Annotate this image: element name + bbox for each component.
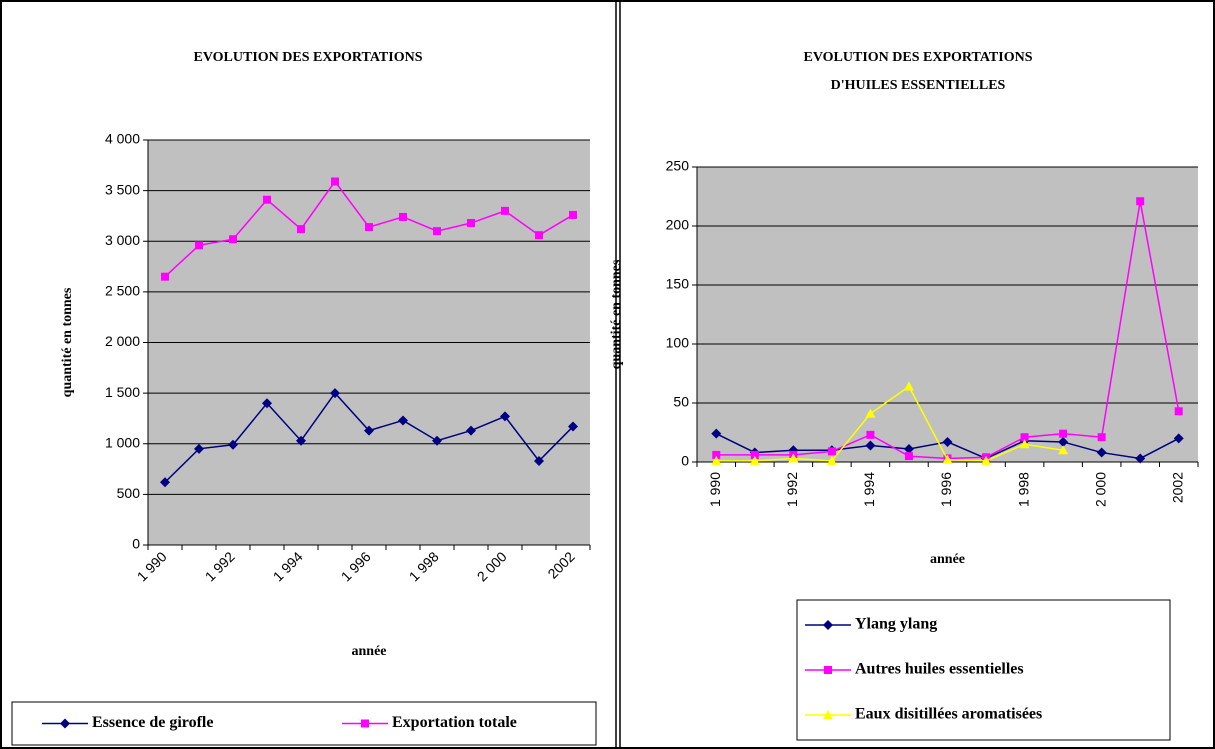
marker xyxy=(399,212,407,221)
y-tick-label: 150 xyxy=(666,276,690,292)
y-tick-label: 3 500 xyxy=(105,181,140,197)
x-axis-label: année xyxy=(930,552,965,567)
y-axis-label: quantité en tonnes xyxy=(609,259,624,369)
y-tick-label: 0 xyxy=(132,536,140,552)
marker xyxy=(904,452,913,461)
y-tick-label: 2 500 xyxy=(105,283,140,299)
marker xyxy=(228,439,238,450)
marker xyxy=(866,430,875,439)
marker xyxy=(942,454,953,464)
y-tick-label: 50 xyxy=(673,394,689,410)
marker xyxy=(534,455,544,466)
marker xyxy=(827,447,836,456)
marker xyxy=(865,440,876,451)
marker xyxy=(466,425,476,436)
marker xyxy=(1136,197,1145,206)
series-line xyxy=(716,385,1064,462)
x-axis-label: année xyxy=(352,644,387,659)
legend-marker xyxy=(824,666,832,674)
plot-area xyxy=(697,167,1198,462)
y-tick-label: 200 xyxy=(666,217,690,233)
marker xyxy=(229,235,237,244)
marker xyxy=(903,381,914,391)
y-tick-label: 100 xyxy=(666,335,690,351)
marker xyxy=(160,477,170,488)
x-tick-label: 2 000 xyxy=(1092,472,1108,507)
y-tick-label: 2 000 xyxy=(105,333,140,349)
marker xyxy=(433,227,441,236)
marker xyxy=(903,444,914,455)
marker xyxy=(195,241,203,250)
legend-box xyxy=(796,599,1171,741)
x-tick-label: 1 996 xyxy=(938,472,954,507)
legend-label: Autres huiles essentielles xyxy=(855,661,1024,678)
legend-marker xyxy=(60,718,70,729)
legend-label: Eaux disitillées aromatisées xyxy=(855,706,1042,723)
marker xyxy=(1020,433,1029,442)
marker xyxy=(568,421,578,432)
marker xyxy=(365,223,373,232)
marker xyxy=(1096,447,1107,458)
marker xyxy=(1173,433,1184,444)
marker xyxy=(711,455,722,465)
y-tick-label: 4 000 xyxy=(105,131,140,147)
marker xyxy=(1135,453,1146,464)
marker xyxy=(331,177,339,186)
marker xyxy=(262,398,272,409)
marker xyxy=(297,225,305,234)
marker xyxy=(981,455,992,465)
legend-marker xyxy=(361,719,369,728)
marker xyxy=(432,435,442,446)
marker xyxy=(364,425,374,436)
marker xyxy=(826,455,837,465)
marker xyxy=(942,436,953,447)
x-tick-label: 1 990 xyxy=(707,472,723,507)
marker xyxy=(194,443,204,454)
legend-marker xyxy=(823,710,833,719)
marker xyxy=(500,411,510,422)
marker xyxy=(569,210,577,219)
marker xyxy=(1059,429,1068,438)
marker xyxy=(749,455,760,465)
marker xyxy=(1058,436,1069,447)
marker xyxy=(1097,433,1106,442)
legend-label: Exportation totale xyxy=(392,714,517,731)
y-tick-label: 3 000 xyxy=(105,232,140,248)
x-tick-label: 1 994 xyxy=(861,472,877,507)
marker xyxy=(788,453,799,463)
x-tick-label: 2002 xyxy=(1169,472,1185,503)
x-tick-label: 1 992 xyxy=(784,472,800,507)
chart-title: EVOLUTION DES EXPORTATIONS xyxy=(804,50,1033,65)
marker xyxy=(750,450,759,459)
marker xyxy=(263,195,271,204)
marker xyxy=(865,408,876,418)
y-tick-label: 250 xyxy=(666,158,690,174)
marker xyxy=(711,428,722,439)
x-tick-label: 1 998 xyxy=(1015,472,1031,507)
chart-title: D'HUILES ESSENTIELLES xyxy=(831,78,1006,93)
y-tick-label: 1 000 xyxy=(105,434,140,450)
marker xyxy=(398,415,408,426)
y-axis-label: quantité en tonnes xyxy=(60,287,75,397)
legend-label: Essence de girofle xyxy=(92,714,213,731)
marker xyxy=(330,388,340,399)
y-tick-label: 500 xyxy=(117,485,141,501)
legend-marker xyxy=(823,620,833,630)
y-tick-label: 1 500 xyxy=(105,384,140,400)
marker xyxy=(712,450,721,459)
marker xyxy=(1174,407,1183,416)
y-tick-label: 0 xyxy=(681,453,689,469)
marker xyxy=(467,219,475,228)
marker xyxy=(161,272,169,281)
marker xyxy=(501,206,509,215)
legend-box xyxy=(11,701,597,746)
marker xyxy=(1019,439,1030,449)
marker xyxy=(296,435,306,446)
chart-title: EVOLUTION DES EXPORTATIONS xyxy=(194,50,423,65)
marker xyxy=(1058,445,1069,455)
legend-label: Ylang ylang xyxy=(855,616,937,633)
marker xyxy=(535,231,543,240)
